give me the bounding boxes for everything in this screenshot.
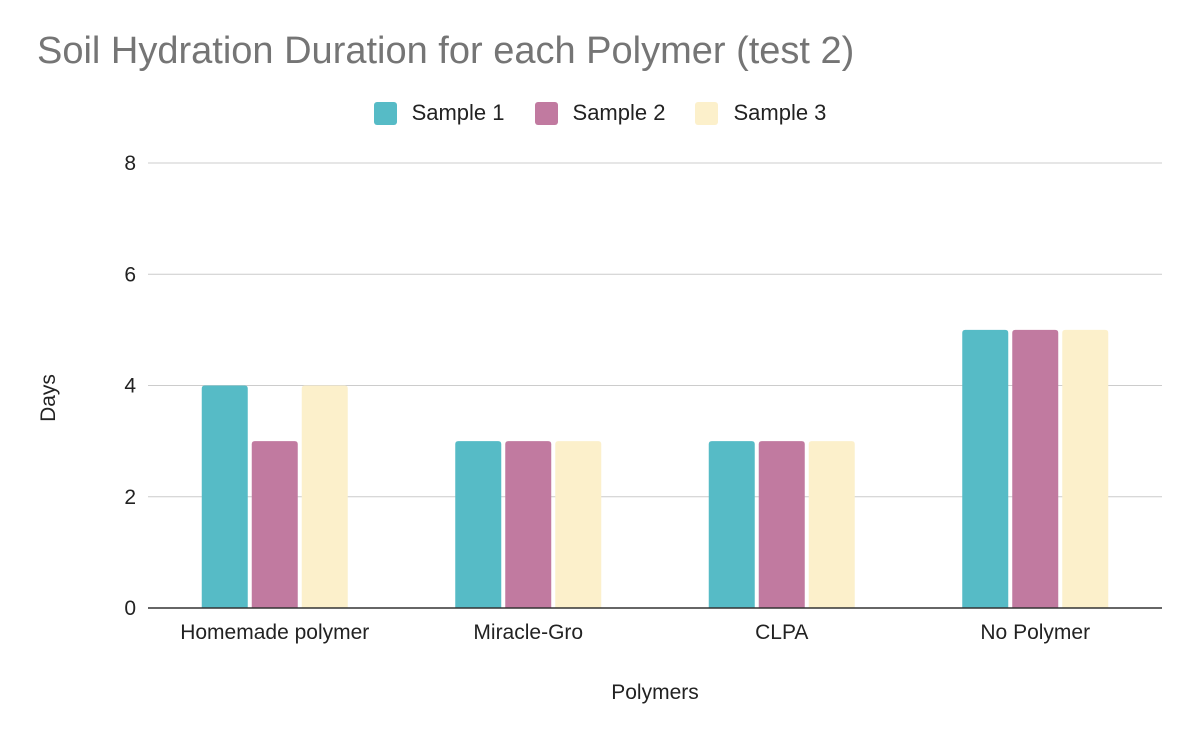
legend-item: Sample 3 <box>695 100 826 126</box>
legend-item: Sample 1 <box>373 100 505 126</box>
bar-2 <box>758 441 805 608</box>
bar-1 <box>708 441 755 608</box>
legend-swatch <box>373 101 397 125</box>
x-axis-title: Polymers <box>611 681 699 704</box>
bar-3 <box>1062 329 1109 608</box>
bar-3 <box>301 385 348 608</box>
legend-label: Sample 1 <box>411 100 505 125</box>
x-tick-label: Homemade polymer <box>180 621 369 644</box>
bar-1 <box>455 441 502 608</box>
legend-label: Sample 2 <box>572 100 666 125</box>
y-tick-label: 2 <box>124 486 136 509</box>
bar-1 <box>962 329 1009 608</box>
y-tick-label: 8 <box>124 152 136 175</box>
bar-2 <box>505 441 552 608</box>
bar-1 <box>201 385 248 608</box>
bar-3 <box>808 441 855 608</box>
bar-3 <box>555 441 602 608</box>
legend-label: Sample 3 <box>733 100 827 125</box>
y-tick-label: 6 <box>124 263 136 286</box>
legend-swatch <box>534 101 558 125</box>
chart-title: Soil Hydration Duration for each Polymer… <box>37 30 855 72</box>
y-tick-label: 0 <box>124 597 136 620</box>
x-tick-label: No Polymer <box>980 621 1090 644</box>
legend: Sample 1 Sample 2 Sample 3 <box>0 99 1200 127</box>
x-tick-label: Miracle-Gro <box>473 621 583 644</box>
x-tick-label: CLPA <box>755 621 808 644</box>
y-tick-label: 4 <box>124 375 136 398</box>
y-axis-title: Days <box>37 374 60 422</box>
bar-2 <box>251 441 298 608</box>
legend-swatch <box>695 101 719 125</box>
bar-2 <box>1012 329 1059 608</box>
legend-item: Sample 2 <box>534 100 666 126</box>
